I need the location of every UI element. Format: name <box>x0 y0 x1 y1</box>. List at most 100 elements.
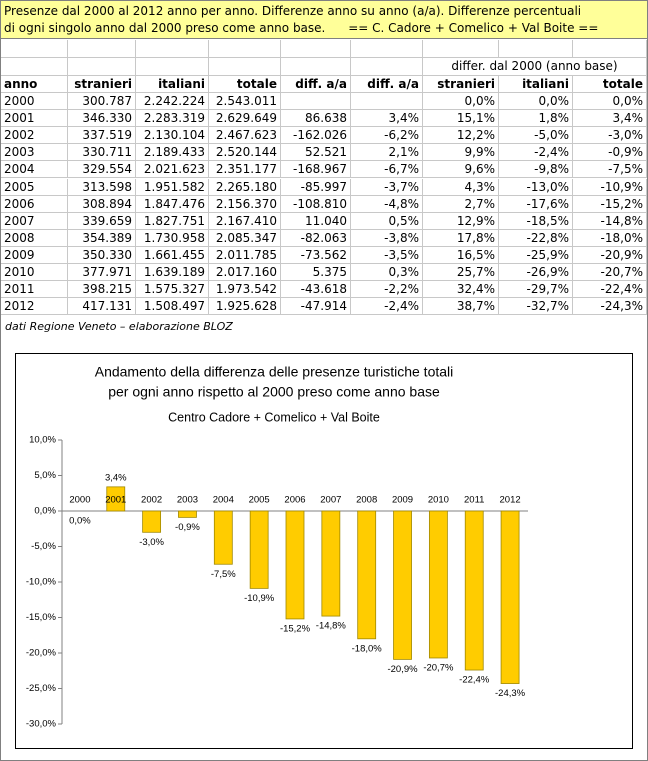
column-header: stranieri <box>68 76 136 93</box>
table-cell: 0,0% <box>423 93 499 111</box>
y-tick-label: -20,0% <box>26 648 57 659</box>
table-cell: 2011 <box>1 281 68 299</box>
y-tick-label: -15,0% <box>26 612 57 623</box>
table-cell: 2.156.370 <box>209 195 281 213</box>
empty-cell <box>68 58 136 76</box>
empty-cell <box>1 40 68 58</box>
table-cell: 2.283.319 <box>136 110 209 128</box>
table-cell: 2.543.011 <box>209 93 281 111</box>
empty-cell <box>136 40 209 58</box>
x-tick-label: 2005 <box>249 495 270 506</box>
header-line: di ogni singolo anno dal 2000 preso come… <box>4 21 599 35</box>
table-cell: 2005 <box>1 178 68 196</box>
table-cell: 2006 <box>1 195 68 213</box>
value-label: -22,4% <box>459 675 490 686</box>
table-cell: -85.997 <box>281 178 351 196</box>
table-cell: 0,0% <box>499 93 573 111</box>
empty-cell <box>136 58 209 76</box>
value-label: -14,8% <box>316 621 347 632</box>
table-cell: -9,8% <box>499 161 573 179</box>
empty-cell <box>209 40 281 58</box>
table-cell: -3,8% <box>351 229 423 247</box>
empty-cell <box>423 40 499 58</box>
x-tick-label: 2003 <box>177 495 198 506</box>
table-cell: 2001 <box>1 110 68 128</box>
table-cell: -6,7% <box>351 161 423 179</box>
chart-box: Andamento della differenza delle presenz… <box>15 353 633 749</box>
table-cell: 2009 <box>1 246 68 264</box>
table-cell: -47.914 <box>281 298 351 316</box>
table-cell: -20,7% <box>573 264 647 282</box>
table-cell: 2007 <box>1 212 68 230</box>
table-cell: 350.330 <box>68 246 136 264</box>
table-cell: 12,9% <box>423 212 499 230</box>
table-cell: 2008 <box>1 229 68 247</box>
table-cell: 11.040 <box>281 212 351 230</box>
table-cell: 2.017.160 <box>209 264 281 282</box>
empty-cell <box>1 58 68 76</box>
bar <box>321 510 341 617</box>
table-cell: -168.967 <box>281 161 351 179</box>
table-cell: -162.026 <box>281 127 351 145</box>
x-tick-label: 2006 <box>284 495 305 506</box>
empty-cell <box>351 58 423 76</box>
column-header: italiani <box>136 76 209 93</box>
table-cell: 354.389 <box>68 229 136 247</box>
bar <box>464 510 484 671</box>
table-cell: 2.242.224 <box>136 93 209 111</box>
table-cell: -6,2% <box>351 127 423 145</box>
bar <box>428 510 448 659</box>
table-cell: 1.925.628 <box>209 298 281 316</box>
table-cell: 1.508.497 <box>136 298 209 316</box>
table-cell: 2,7% <box>423 195 499 213</box>
table-cell: -25,9% <box>499 246 573 264</box>
table-cell: 1.973.542 <box>209 281 281 299</box>
value-label: -3,0% <box>139 537 164 548</box>
table-cell: 1.951.582 <box>136 178 209 196</box>
table-cell: 300.787 <box>68 93 136 111</box>
chart-title: Andamento della differenza delle presenz… <box>95 364 454 380</box>
table-cell: -3,7% <box>351 178 423 196</box>
table-cell: 2000 <box>1 93 68 111</box>
x-tick-label: 2012 <box>500 495 521 506</box>
table-cell: 339.659 <box>68 212 136 230</box>
table-cell: -22,4% <box>573 281 647 299</box>
x-tick-label: 2001 <box>105 495 126 506</box>
table-cell: 2.130.104 <box>136 127 209 145</box>
value-label: -24,3% <box>495 688 526 699</box>
table-cell: 0,3% <box>351 264 423 282</box>
chart-subtitle: Centro Cadore + Comelico + Val Boite <box>168 410 380 424</box>
header: Presenze dal 2000 al 2012 anno per anno.… <box>1 1 647 39</box>
table-cell: 86.638 <box>281 110 351 128</box>
y-tick-label: 5,0% <box>34 470 56 481</box>
value-label: -7,5% <box>211 569 236 580</box>
table-cell: 15,1% <box>423 110 499 128</box>
x-tick-label: 2009 <box>392 495 413 506</box>
table-cell: 2.467.623 <box>209 127 281 145</box>
y-tick-label: -5,0% <box>31 541 56 552</box>
table-cell: 3,4% <box>573 110 647 128</box>
table-cell: 398.215 <box>68 281 136 299</box>
table-cell: 0,0% <box>573 93 647 111</box>
table-cell: 38,7% <box>423 298 499 316</box>
column-header: italiani <box>499 76 573 93</box>
table-cell: -26,9% <box>499 264 573 282</box>
table-cell: 1.827.751 <box>136 212 209 230</box>
table-cell: 2.520.144 <box>209 144 281 162</box>
empty-cell <box>573 40 647 58</box>
table-cell: 329.554 <box>68 161 136 179</box>
value-label: -0,9% <box>175 522 200 533</box>
table-cell: -2,2% <box>351 281 423 299</box>
table-cell: 4,3% <box>423 178 499 196</box>
table-cell: 32,4% <box>423 281 499 299</box>
empty-cell <box>281 40 351 58</box>
column-header: anno <box>1 76 68 93</box>
bar <box>393 510 412 660</box>
table-cell: 16,5% <box>423 246 499 264</box>
x-tick-label: 2002 <box>141 495 162 506</box>
table-cell: -10,9% <box>573 178 647 196</box>
table-cell: 1,8% <box>499 110 573 128</box>
table-cell: -24,3% <box>573 298 647 316</box>
table-cell: -13,0% <box>499 178 573 196</box>
table-cell: -17,6% <box>499 195 573 213</box>
